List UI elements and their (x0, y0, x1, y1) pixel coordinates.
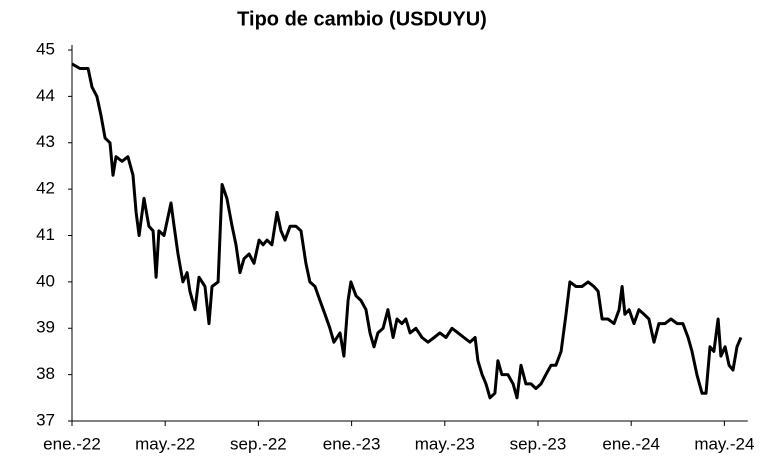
x-tick-label: ene.-22 (43, 434, 101, 453)
chart-title: Tipo de cambio (USDUYU) (237, 8, 487, 30)
y-tick-label: 45 (36, 39, 55, 58)
y-tick-label: 44 (36, 86, 55, 105)
y-tick-label: 40 (36, 271, 55, 290)
x-tick-label: may.-23 (415, 434, 475, 453)
y-tick-label: 42 (36, 179, 55, 198)
x-tick-label: sep.-22 (230, 434, 287, 453)
y-tick-label: 37 (36, 410, 55, 429)
x-tick-label: sep.-23 (510, 434, 567, 453)
x-tick-label: may.-22 (135, 434, 195, 453)
y-tick-label: 38 (36, 364, 55, 383)
data-line (71, 62, 743, 400)
y-tick-label: 41 (36, 225, 55, 244)
y-tick-label: 43 (36, 132, 55, 151)
y-tick-label: 39 (36, 318, 55, 337)
x-tick-label: ene.-23 (323, 434, 381, 453)
x-tick-label: ene.-24 (602, 434, 660, 453)
x-tick-label: may.-24 (694, 434, 754, 453)
